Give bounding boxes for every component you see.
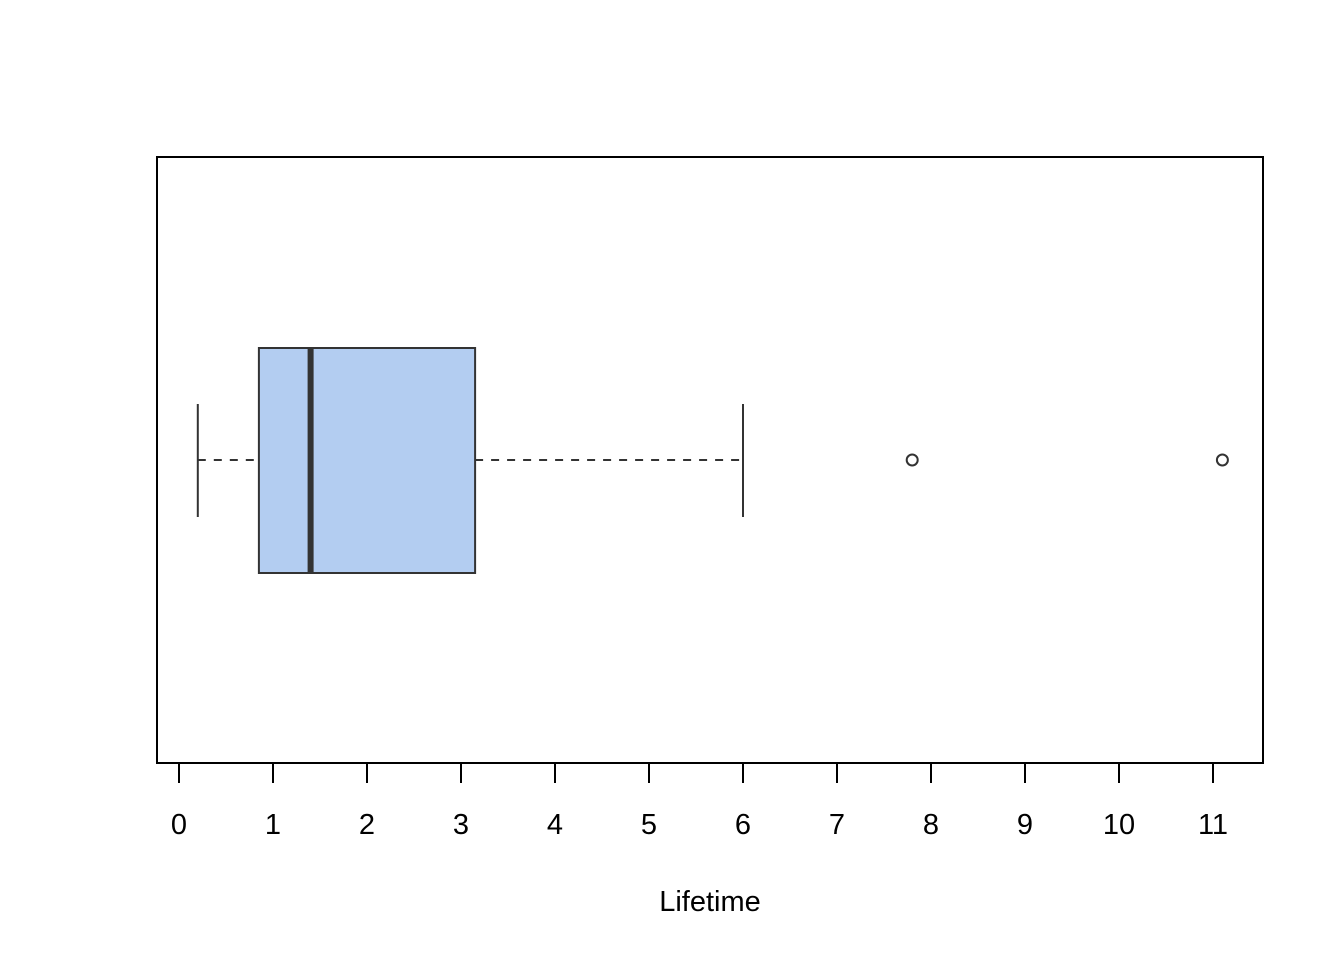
x-tick-label: 2 [359,809,375,841]
x-tick-label: 7 [829,809,845,841]
x-tick-label: 9 [1017,809,1033,841]
x-tick-label: 10 [1103,809,1135,841]
x-tick-label: 1 [265,809,281,841]
outlier-point [905,453,919,467]
x-tick-label: 0 [171,809,187,841]
iqr-box [257,347,477,574]
x-tick-label: 4 [547,809,563,841]
x-tick-label: 5 [641,809,657,841]
x-tick-label: 6 [735,809,751,841]
box-series [196,347,1229,574]
x-tick-label: 3 [453,809,469,841]
x-axis: 0 1 2 3 4 5 6 7 8 9 10 11 [171,762,1228,841]
outlier-point [1215,453,1229,467]
x-tick-label: 8 [923,809,939,841]
x-axis-title: Lifetime [659,886,761,918]
x-tick-label: 11 [1198,809,1228,841]
